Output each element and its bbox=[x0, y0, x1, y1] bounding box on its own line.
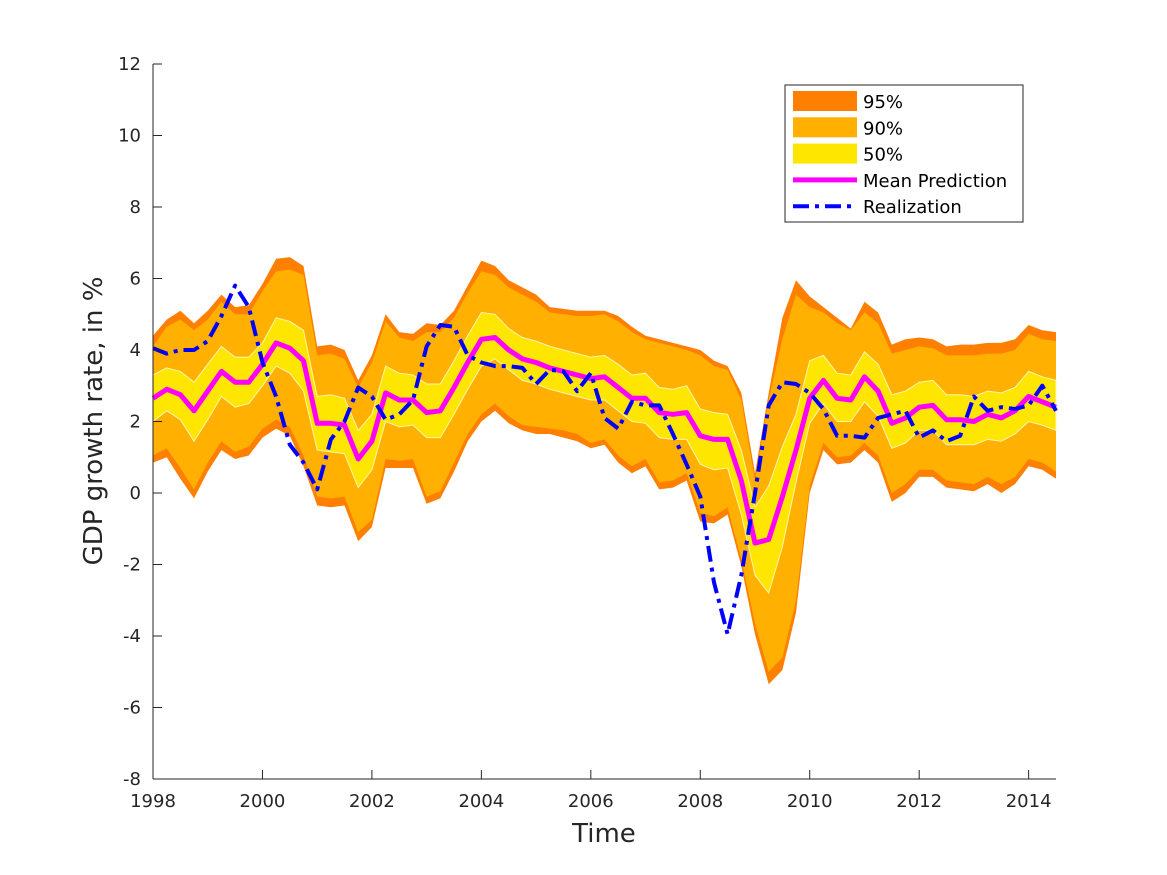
mean-prediction-line bbox=[151, 335, 1057, 546]
legend-label: 95% bbox=[863, 92, 903, 113]
x-axis-label: Time bbox=[571, 819, 636, 849]
legend-swatch bbox=[793, 91, 857, 111]
x-tick-label: 2010 bbox=[787, 791, 833, 812]
legend-swatch bbox=[793, 143, 857, 164]
legend-swatch bbox=[793, 117, 857, 138]
y-tick-label: 6 bbox=[130, 269, 141, 290]
legend-label: Realization bbox=[863, 197, 962, 218]
y-tick-label: -6 bbox=[123, 698, 141, 719]
y-tick-label: 10 bbox=[118, 126, 141, 147]
y-tick-label: 4 bbox=[130, 340, 141, 361]
legend-label: 90% bbox=[863, 118, 903, 139]
x-tick-label: 1998 bbox=[130, 791, 176, 812]
y-tick-label: -2 bbox=[123, 555, 141, 576]
y-tick-label: 8 bbox=[130, 197, 141, 218]
y-tick-label: -8 bbox=[123, 769, 141, 790]
band-50 bbox=[152, 311, 1057, 595]
y-tick-label: 12 bbox=[118, 54, 141, 75]
x-tick-label: 2012 bbox=[896, 791, 942, 812]
plot-area bbox=[151, 257, 1058, 685]
x-tick-label: 2014 bbox=[1006, 791, 1052, 812]
legend-label: 50% bbox=[863, 145, 903, 166]
x-tick-label: 2002 bbox=[349, 791, 395, 812]
x-tick-label: 2004 bbox=[458, 791, 504, 812]
y-tick-label: 2 bbox=[130, 412, 141, 433]
x-tick-label: 2008 bbox=[677, 791, 723, 812]
y-tick-label: 0 bbox=[130, 483, 141, 504]
x-tick-label: 2000 bbox=[240, 791, 286, 812]
y-tick-label: -4 bbox=[123, 626, 141, 647]
y-axis-label: GDP growth rate, in % bbox=[79, 277, 109, 566]
legend-label: Mean Prediction bbox=[863, 171, 1007, 192]
axes: -8 -6 -4 -2 0 2 4 6 8 10 12 1998 2000 2002 2004 2006 200… bbox=[118, 54, 1056, 812]
x-tick-label: 2006 bbox=[568, 791, 614, 812]
realization-line bbox=[152, 283, 1058, 637]
legend: 95% 90% 50% Mean Prediction Realization bbox=[784, 84, 1024, 223]
